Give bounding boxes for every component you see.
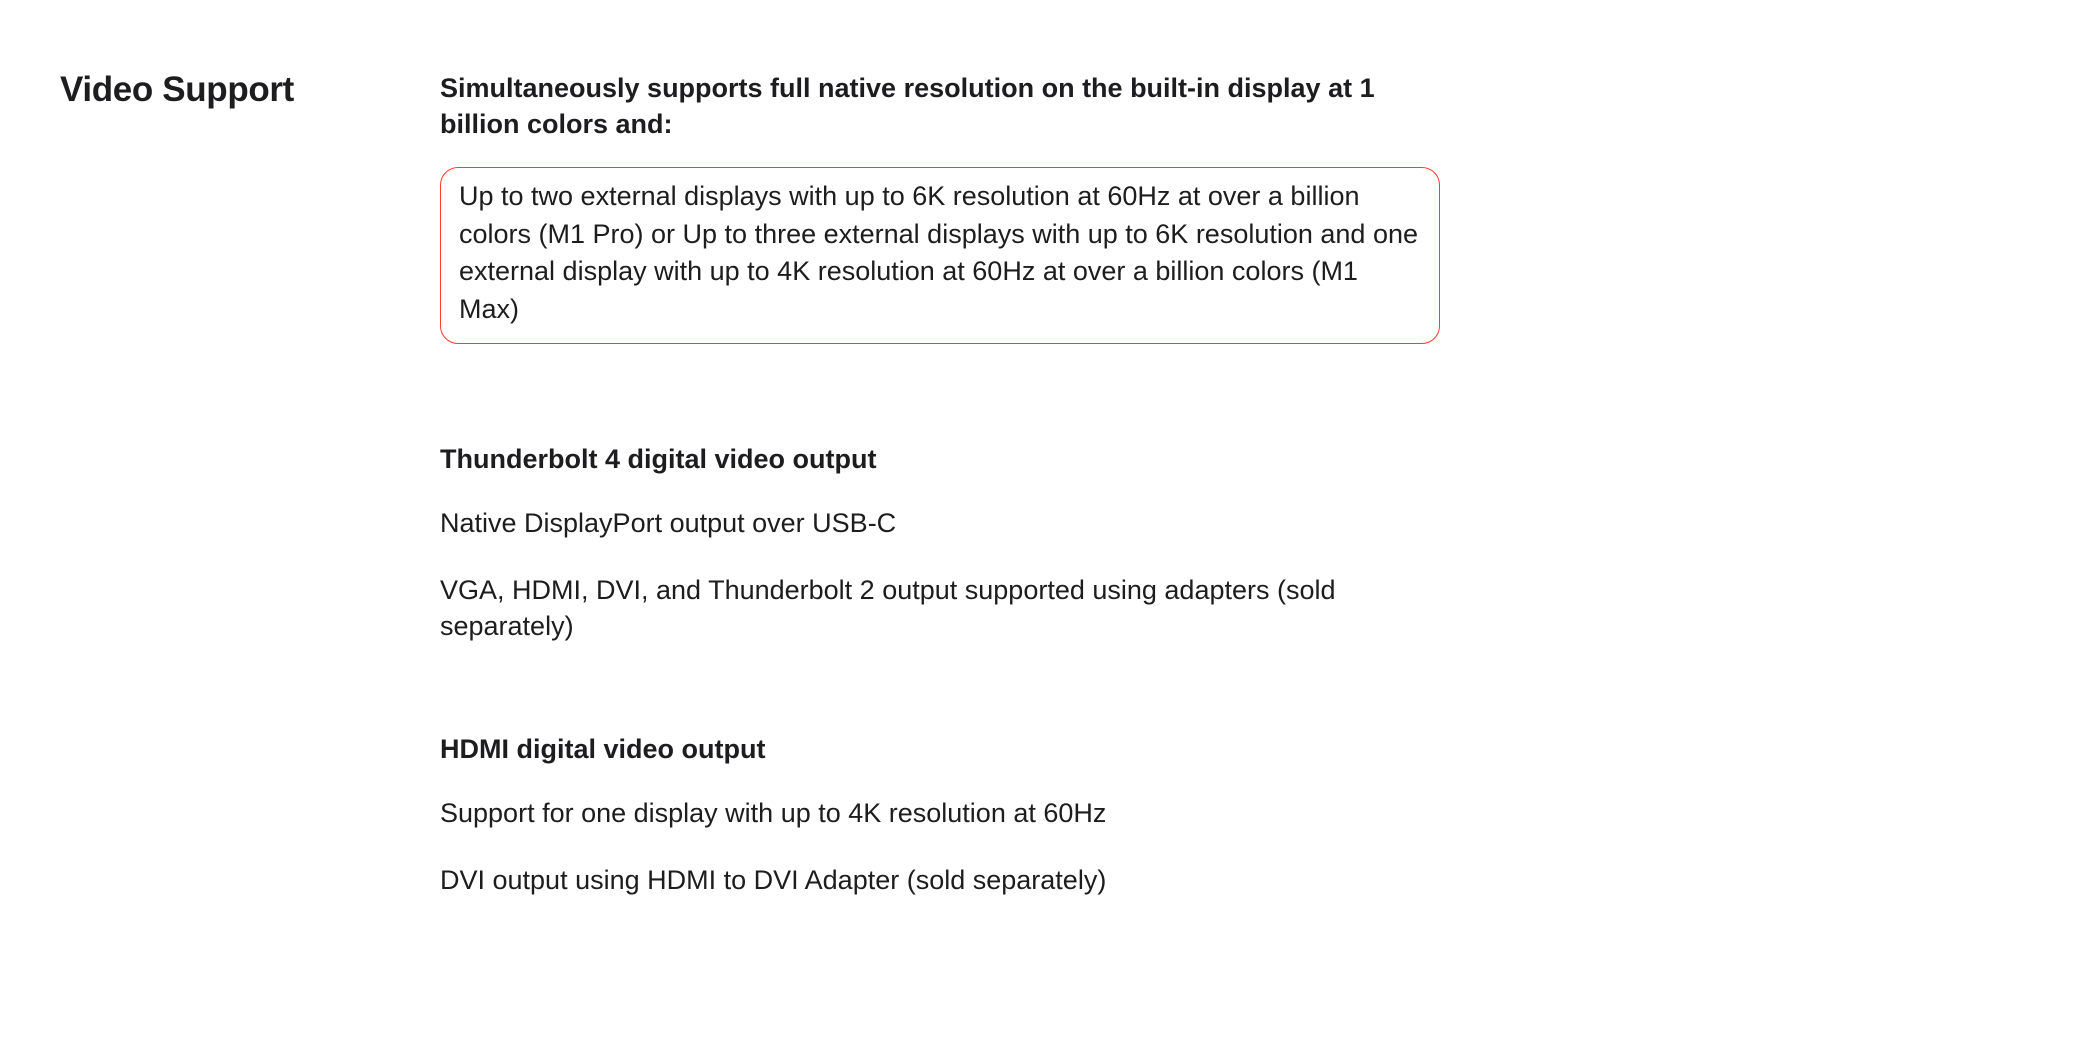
hdmi-subsection: HDMI digital video output Support for on…	[440, 734, 1440, 898]
section-title: Video Support	[60, 70, 380, 110]
hdmi-line-2: DVI output using HDMI to DVI Adapter (so…	[440, 862, 1440, 898]
highlighted-callout: Up to two external displays with up to 6…	[440, 167, 1440, 344]
thunderbolt-line-2: VGA, HDMI, DVI, and Thunderbolt 2 output…	[440, 572, 1440, 645]
spec-content-column: Simultaneously supports full native reso…	[440, 70, 1440, 898]
spec-row: Video Support Simultaneously supports fu…	[60, 70, 2016, 898]
hdmi-heading: HDMI digital video output	[440, 734, 1440, 765]
thunderbolt-subsection: Thunderbolt 4 digital video output Nativ…	[440, 444, 1440, 644]
thunderbolt-heading: Thunderbolt 4 digital video output	[440, 444, 1440, 475]
spec-label-column: Video Support	[60, 70, 380, 898]
intro-text: Simultaneously supports full native reso…	[440, 70, 1440, 143]
thunderbolt-line-1: Native DisplayPort output over USB-C	[440, 505, 1440, 541]
hdmi-line-1: Support for one display with up to 4K re…	[440, 795, 1440, 831]
